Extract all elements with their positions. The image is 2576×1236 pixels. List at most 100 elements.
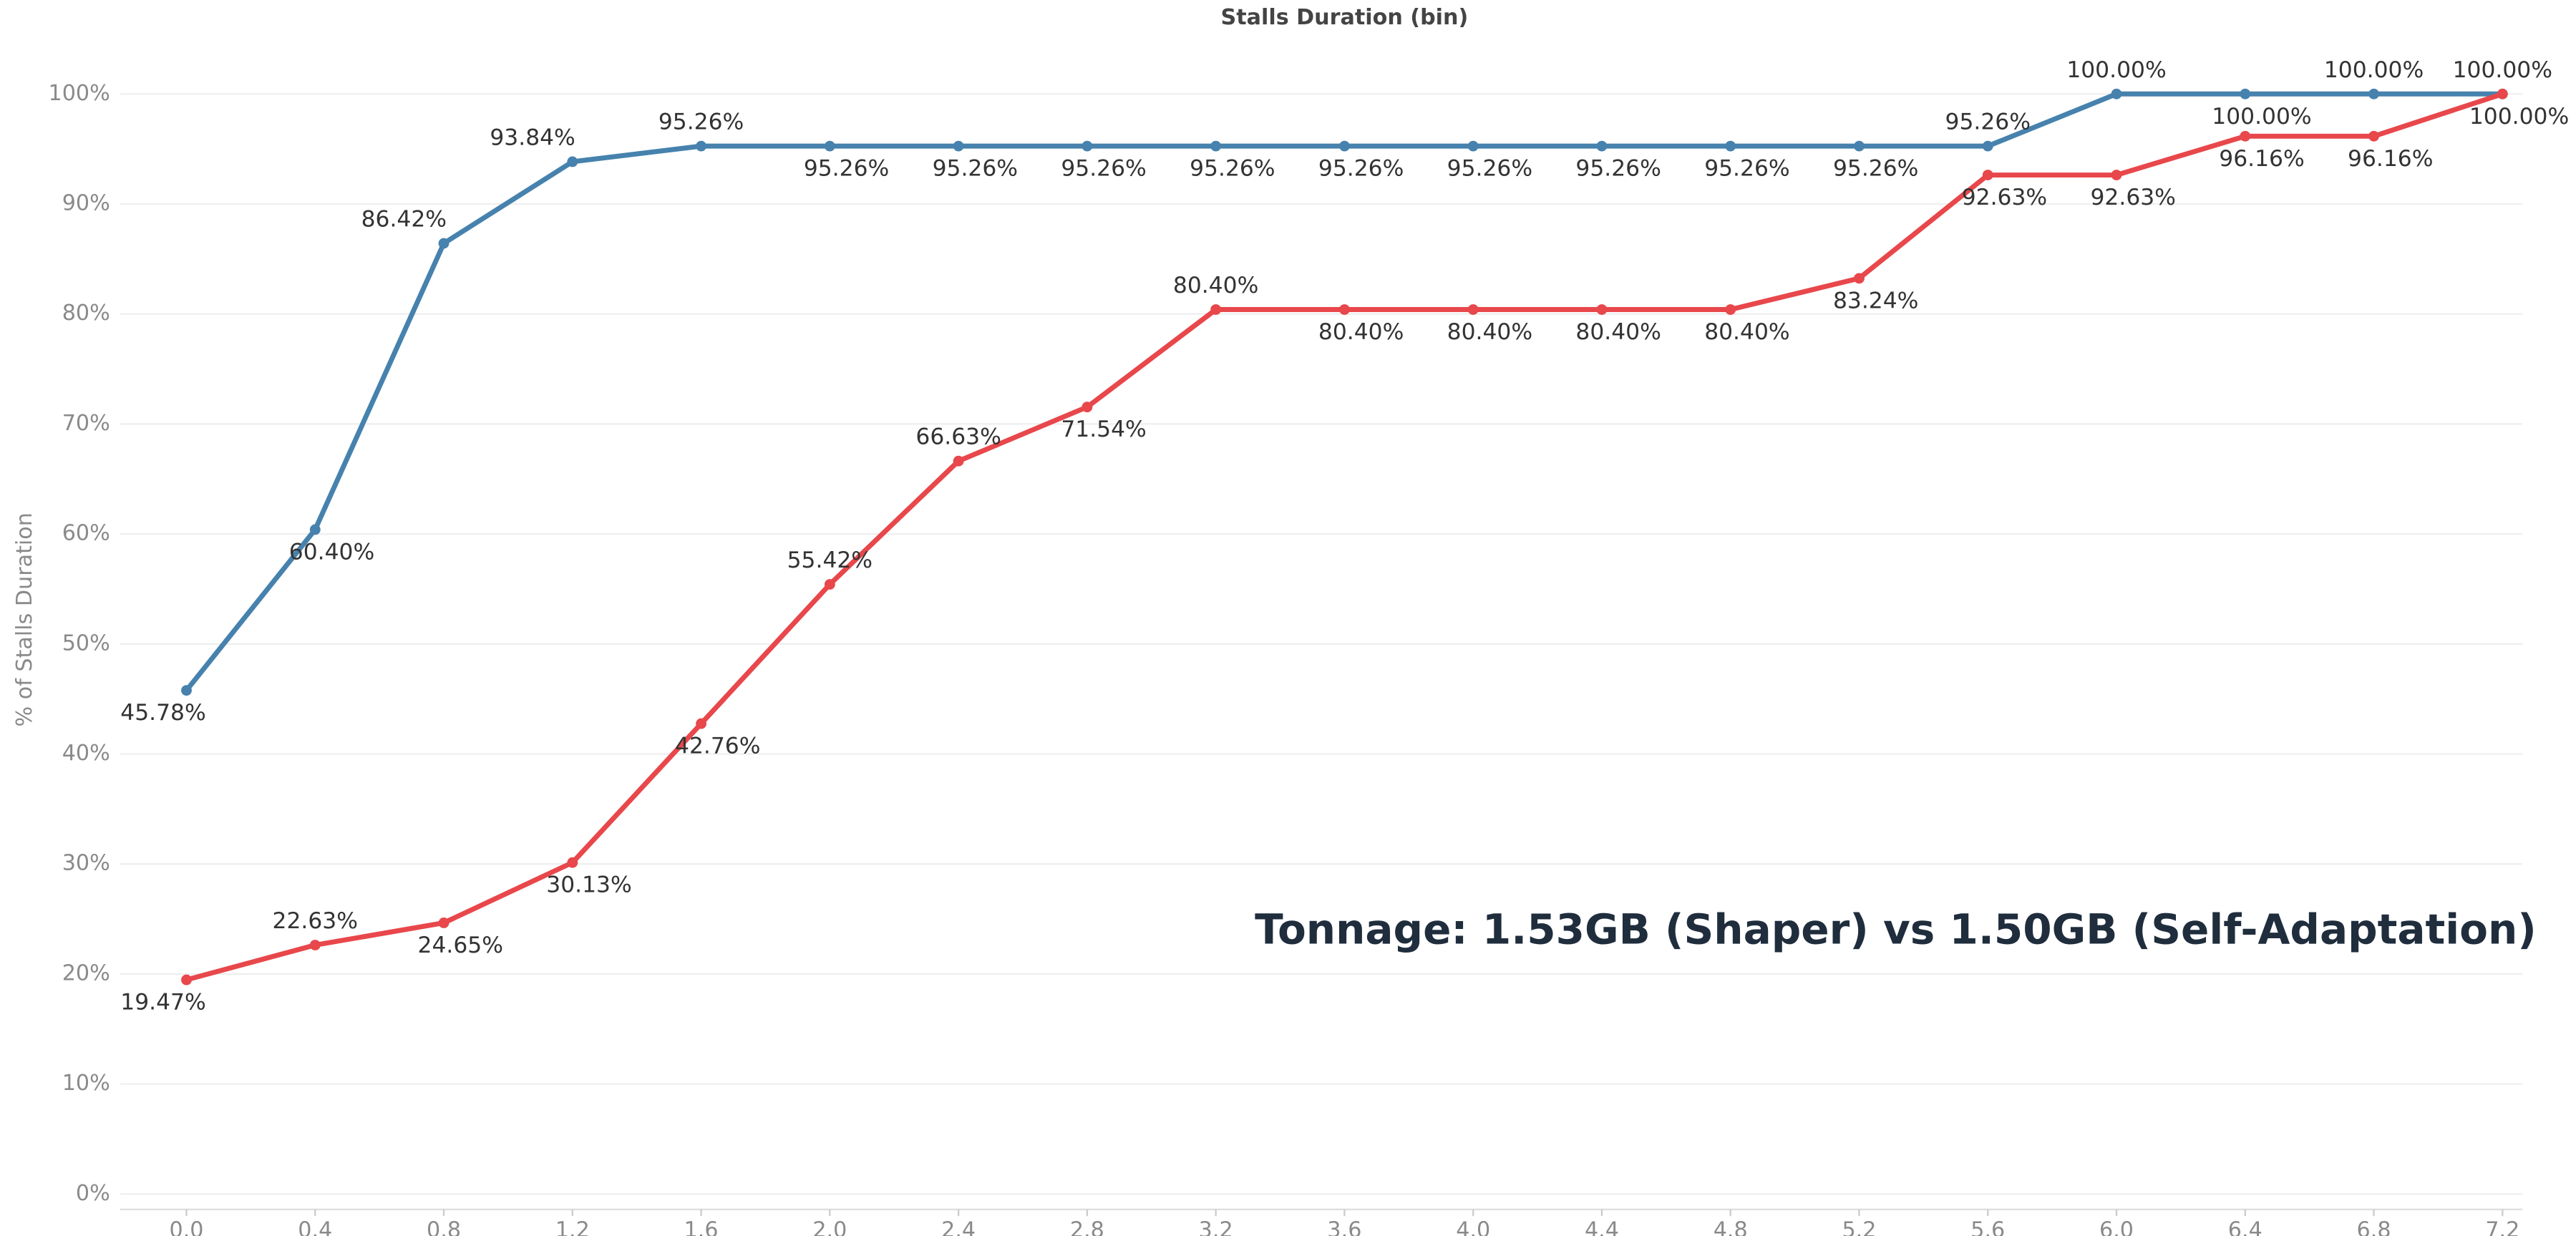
x-tick-label: 2.8 [1070,1218,1104,1236]
y-axis-title: % of Stalls Duration [12,512,37,726]
value-label: 100.00% [2469,104,2569,130]
point [1854,273,1865,284]
point [1725,304,1736,315]
x-tick-label: 4.4 [1585,1218,1619,1236]
point [181,685,192,696]
value-label: 95.26% [1575,156,1661,182]
annotation: Tonnage: 1.53GB (Shaper) vs 1.50GB (Self… [1255,905,2537,953]
y-tick-label: 50% [62,631,110,656]
point [438,918,449,928]
point [824,579,835,590]
value-label: 30.13% [546,872,631,898]
value-label: 95.26% [1318,156,1404,182]
x-tick-label: 1.2 [555,1218,590,1236]
point [1082,140,1093,152]
point [1854,140,1865,152]
point [696,718,707,729]
point [567,156,578,167]
x-tick-label: 6.8 [2357,1218,2391,1236]
x-tick-label: 5.2 [1842,1218,1877,1236]
point [1338,140,1350,152]
point [1725,140,1736,152]
point [1982,170,1993,180]
y-tick-label: 10% [62,1071,110,1096]
point [1082,402,1093,413]
point [309,524,321,535]
point [2368,130,2379,142]
y-tick-label: 80% [62,301,110,326]
x-tick-label: 3.6 [1327,1218,1361,1236]
x-tick-label: 1.6 [684,1218,719,1236]
value-label: 66.63% [915,424,1001,450]
x-tick-label: 6.0 [2099,1218,2134,1236]
x-tick-label: 2.4 [941,1218,976,1236]
x-tick-label: 4.8 [1714,1218,1748,1236]
y-tick-label: 0% [76,1181,110,1206]
x-tick-label: 7.2 [2485,1218,2519,1236]
point [2111,170,2122,180]
y-tick-label: 100% [49,81,110,106]
point [2368,88,2379,99]
point [1338,304,1350,315]
point [2497,88,2508,99]
point [2240,130,2251,142]
value-label: 45.78% [120,700,205,726]
y-tick-label: 70% [62,411,110,436]
value-label: 95.26% [658,110,744,135]
value-label: 100.00% [2066,57,2166,83]
point [309,940,321,950]
point [2240,88,2251,99]
value-label: 95.26% [1190,156,1275,182]
point [2111,88,2122,99]
value-label: 95.26% [804,156,889,182]
y-tick-label: 60% [62,521,110,546]
value-label: 92.63% [1962,185,2047,210]
point [1467,140,1479,152]
point [1982,140,1993,152]
value-label: 100.00% [2212,104,2311,130]
y-tick-label: 20% [62,960,110,986]
x-tick-label: 0.0 [170,1218,204,1236]
value-label: 60.40% [289,539,374,565]
value-label: 92.63% [2091,185,2176,210]
value-label: 71.54% [1061,417,1146,442]
value-label: 19.47% [120,990,205,1016]
value-label: 96.16% [2348,146,2433,172]
point [567,857,578,868]
value-label: 24.65% [418,933,503,958]
value-label: 22.63% [273,908,358,934]
point [1210,140,1222,152]
value-label: 80.40% [1318,319,1404,345]
x-tick-label: 2.0 [812,1218,847,1236]
y-tick-label: 30% [62,851,110,876]
point [1596,304,1608,315]
value-label: 95.26% [1704,156,1789,182]
series-line [184,91,2503,692]
x-tick-label: 0.4 [298,1218,332,1236]
x-tick-label: 6.4 [2228,1218,2262,1236]
value-label: 93.84% [490,125,575,150]
value-label: 80.40% [1575,319,1661,345]
y-tick-label: 90% [62,190,110,215]
chart-title: Stalls Duration (bin) [1221,5,1469,30]
point [181,974,192,986]
point [824,140,835,152]
y-tick-label: 40% [62,741,110,766]
value-label: 95.26% [1945,110,2031,135]
value-label: 42.76% [675,734,760,759]
value-label: 80.40% [1173,273,1258,298]
value-label: 100.00% [2453,57,2552,83]
point [438,238,449,249]
value-label: 95.26% [1061,156,1146,182]
x-tick-label: 0.8 [427,1218,461,1236]
point [1210,304,1222,315]
value-label: 55.42% [787,548,873,573]
x-tick-label: 3.2 [1199,1218,1233,1236]
point [953,455,964,467]
value-label: 96.16% [2219,146,2304,172]
point [953,140,964,152]
value-label: 86.42% [361,207,447,233]
point [696,140,707,152]
value-label: 95.26% [1833,156,1918,182]
